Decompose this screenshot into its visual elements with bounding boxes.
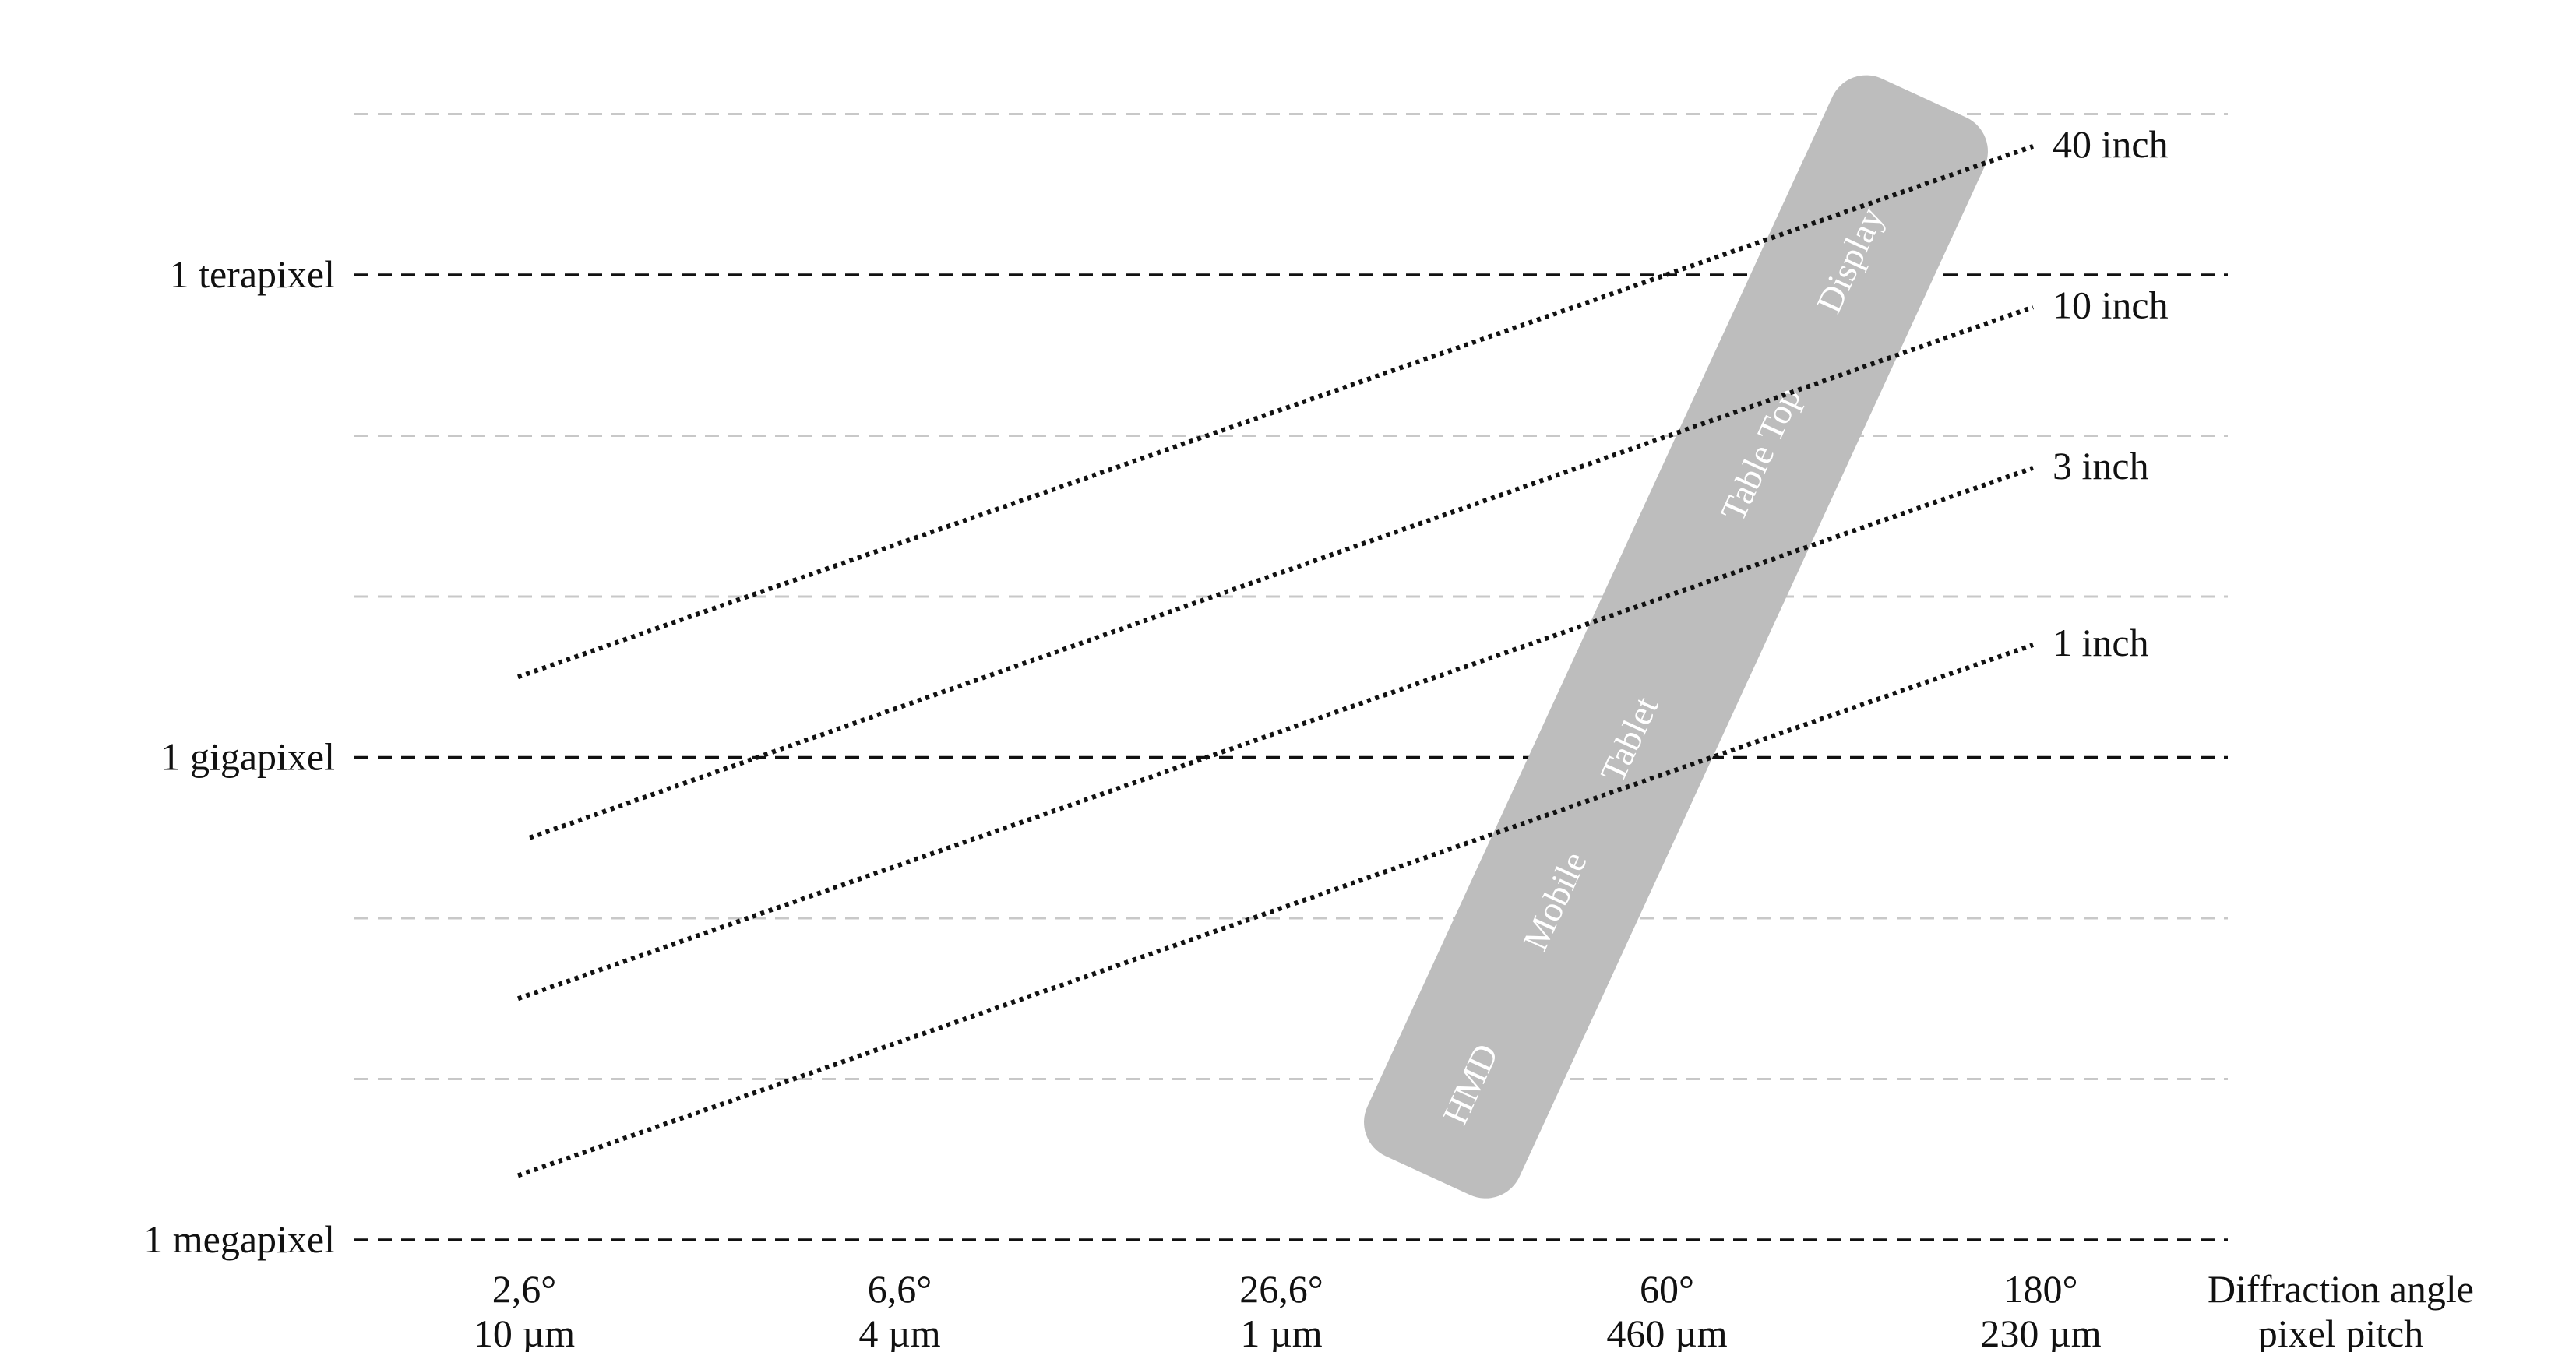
series-line bbox=[529, 305, 2034, 840]
series-line bbox=[517, 465, 2034, 1002]
series-lines bbox=[517, 143, 2034, 1178]
series-label: 10 inch bbox=[2053, 283, 2169, 326]
series-line bbox=[517, 143, 2034, 680]
x-axis-title: Diffraction angle bbox=[2208, 1267, 2474, 1311]
x-tick-angle-label: 180° bbox=[2004, 1267, 2078, 1311]
x-tick-pitch-label: 10 µm bbox=[474, 1312, 575, 1352]
x-tick-angle-label: 26,6° bbox=[1239, 1267, 1323, 1311]
y-tick-label: 1 gigapixel bbox=[160, 735, 335, 779]
x-tick-pitch-label: 460 µm bbox=[1606, 1312, 1727, 1352]
y-tick-label: 1 terapixel bbox=[170, 252, 335, 296]
gridlines bbox=[354, 113, 2228, 1241]
x-tick-angle-label: 6,6° bbox=[868, 1267, 932, 1311]
series-line bbox=[517, 643, 2034, 1178]
axis-labels: 1 megapixel 1 gigapixel 1 terapixel 40 inch… bbox=[143, 122, 2474, 1352]
x-axis-subtitle: pixel pitch bbox=[2258, 1312, 2423, 1352]
y-tick-label: 1 megapixel bbox=[143, 1217, 335, 1261]
series-label: 40 inch bbox=[2053, 122, 2169, 166]
x-tick-angle-label: 60° bbox=[1640, 1267, 1694, 1311]
x-tick-pitch-label: 1 µm bbox=[1240, 1312, 1322, 1352]
device-band-shape bbox=[1364, 75, 1988, 1199]
x-tick-pitch-label: 4 µm bbox=[858, 1312, 940, 1352]
series-label: 3 inch bbox=[2053, 444, 2149, 488]
series-label: 1 inch bbox=[2053, 621, 2149, 664]
x-tick-pitch-label: 230 µm bbox=[1980, 1312, 2101, 1352]
x-tick-angle-label: 2,6° bbox=[492, 1267, 557, 1311]
